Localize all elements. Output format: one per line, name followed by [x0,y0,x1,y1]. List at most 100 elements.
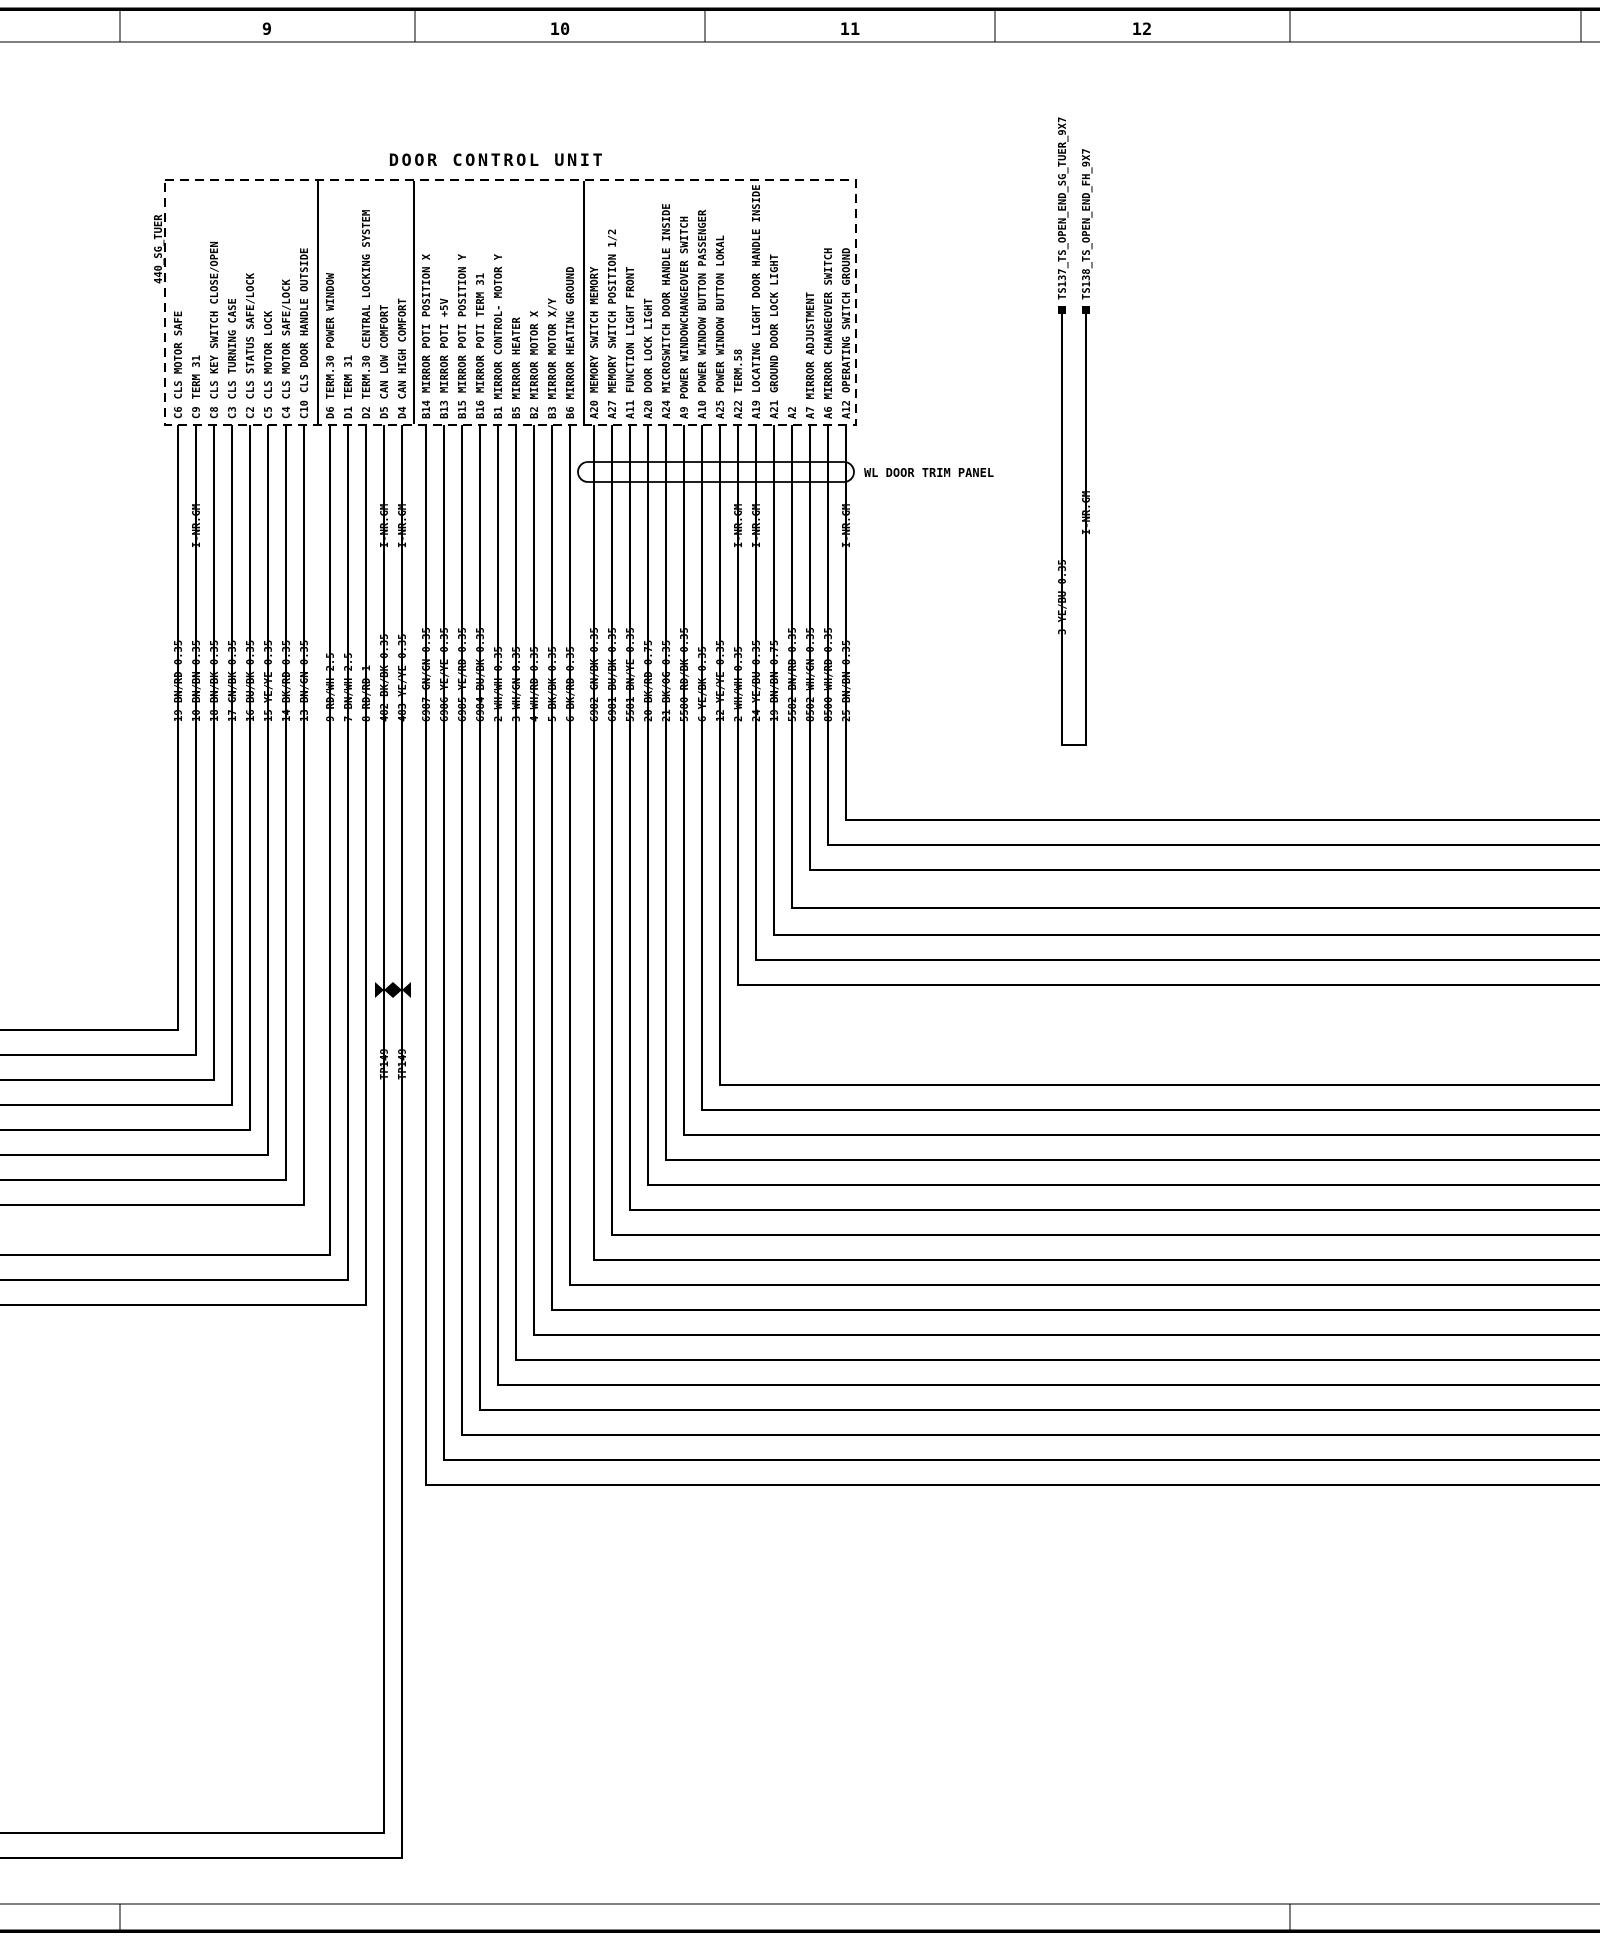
wire-d1-9 [0,425,349,1281]
pin-label: B1MIRROR CONTROL- MOTOR Y [493,253,505,419]
pin-label: A21GROUND DOOR LOCK LIGHT [769,254,781,419]
wire-label: 6984 BU/BK 0.35 [475,627,487,722]
pin-group-a21-32: A21GROUND DOOR LOCK LIGHT 19 BN/BN 0.75 [769,254,1600,936]
ground-ref-label: I-NR.GM [191,504,203,548]
wire-a9-27 [683,425,1600,1136]
pin-label: B6MIRROR HEATING GROUND [565,267,577,419]
wire-a21-32 [773,425,1600,936]
wire-label: 21 BK/OG 0.35 [661,640,673,722]
wire-label: 16 BU/BK 0.35 [245,640,257,722]
pin-label: C5CLS MOTOR LOCK [263,310,275,419]
pin-label: A24MICROSWITCH DOOR HANDLE INSIDE [661,203,673,419]
open-end-wire-label: I-NR.GM [1081,491,1093,535]
pin-group-a11-24: A11FUNCTION LIGHT FRONT 5581 BN/YE 0.35 [625,267,1600,1211]
wire-a7-34 [809,425,1600,871]
wire-a27-23 [611,425,1600,1236]
dcu-box [164,179,857,426]
pin-label: A6MIRROR CHANGEOVER SWITCH [823,248,835,419]
pin-group-a24-26: A24MICROSWITCH DOOR HANDLE INSIDE 21 BK/O… [661,203,1600,1161]
wire-c9-1 [0,425,197,1056]
wire-label: 6 BK/RD 0.35 [565,646,577,722]
wire-c8-2 [0,425,215,1081]
pin-label: B2MIRROR MOTOR X [529,310,541,419]
pin-label: B15MIRROR POTI POSITION Y [457,253,469,419]
wire-b3-20 [551,425,1600,1311]
ground-ref-label: I-NR.GM [751,504,763,548]
wire-label: 15 YE/YE 0.35 [263,640,275,722]
pin-group-c10-7: C10CLS DOOR HANDLE OUTSIDE 13 BN/GN 0.35 [0,248,311,1206]
pin-label: A12OPERATING SWITCH GROUND [841,248,853,419]
pin-group-a25-29: A25POWER WINDOW BUTTON LOKAL 12 YE/YE 0.3… [715,235,1600,1086]
wire-label: 6987 GN/GN 0.35 [421,627,433,722]
pin-label: B16MIRROR POTI TERM 31 [475,273,487,419]
wire-b16-16 [479,425,1600,1411]
pin-label: A7MIRROR ADJUSTMENT [805,292,817,419]
wire-label: 6986 YE/YE 0.35 [439,627,451,722]
wire-label: 8 RD/RD 1 [361,665,373,722]
wire-label: 5 BK/BK 0.35 [547,646,559,722]
twisted-pair-label: TP149 [397,1048,409,1080]
pin-group-b13-14: B13MIRROR POTI +5V 6986 YE/YE 0.35 [439,298,1600,1461]
wire-d2-10 [0,425,367,1306]
pin-label: B13MIRROR POTI +5V [439,298,451,419]
pin-group-b15-15: B15MIRROR POTI POSITION Y 6985 YE/RD 0.35 [457,253,1600,1436]
pin-group-d4-12: D4CAN HIGH COMFORT 483 YE/YE 0.35 I-NR.GM T… [0,298,411,1859]
pin-label: A27MEMORY SWITCH POSITION 1/2 [607,229,619,419]
pin-label: A25POWER WINDOW BUTTON LOKAL [715,235,727,419]
pin-label: D2TERM.30 CENTRAL LOCKING SYSTEM [361,210,373,419]
pin-group-b16-16: B16MIRROR POTI TERM 31 6984 BU/BK 0.35 [475,273,1600,1411]
wire-b2-19 [533,425,1600,1336]
pin-group-a7-34: A7MIRROR ADJUSTMENT 8502 WH/GN 0.35 [805,292,1600,871]
pin-group-a10-28: A10POWER WINDOW BUTTON PASSENGER 6 YE/BK … [697,209,1600,1111]
open-end-terminal-label: TS138_TS_OPEN_END_FH_9X7 [1081,148,1093,300]
wire-label: 2 WH/WH 0.35 [493,646,505,722]
wire-label: 10 BN/BN 0.35 [191,640,203,722]
pin-label: A2 [787,406,799,419]
pin-group-a20-22: A20MEMORY SWITCH MEMORY 6982 GN/BK 0.35 [589,266,1600,1261]
wire-label: 8502 WH/GN 0.35 [805,627,817,722]
wire-label: 20 BK/RD 0.75 [643,640,655,722]
wire-c6-0 [0,425,179,1031]
open-end-terminal-label: TS137_TS_OPEN_END_SG_TUER_9X7 [1057,117,1069,300]
pin-group-b2-19: B2MIRROR MOTOR X 4 WH/RD 0.35 [529,310,1600,1336]
pin-label: A11FUNCTION LIGHT FRONT [625,267,637,419]
pin-group-b3-20: B3MIRROR MOTOR X/Y 5 BK/BK 0.35 [547,298,1600,1311]
pin-label: C8CLS KEY SWITCH CLOSE/OPEN [209,241,221,419]
wire-label: 18 BN/BK 0.35 [209,640,221,722]
pin-label: C9TERM 31 [191,355,203,419]
wire-label: 483 YE/YE 0.35 [397,633,409,722]
pin-group-d1-9: D1TERM 31 7 BN/WH 2.5 [0,355,355,1281]
twisted-pair-icon [393,982,411,998]
wire-label: 482 BK/BK 0.35 [379,633,391,722]
pin-label: C6CLS MOTOR SAFE [173,311,185,419]
pin-label: C2CLS STATUS SAFE/LOCK [245,272,257,419]
wire-label: 5582 BN/RD 0.35 [787,627,799,722]
pin-label: B3MIRROR MOTOR X/Y [547,298,559,419]
wire-b14-13 [425,425,1600,1486]
wire-a22-30 [737,425,1600,986]
wire-label: 5581 BN/YE 0.35 [625,627,637,722]
wire-label: 25 BN/BN 0.35 [841,640,853,722]
wire-b5-18 [515,425,1600,1361]
pin-label: B5MIRROR HEATER [511,316,523,419]
wire-label: 7 BN/WH 2.5 [343,652,355,722]
wire-a2-33 [791,425,1600,909]
open-end-1: TS138_TS_OPEN_END_FH_9X7 I-NR.GM [1081,148,1093,535]
wire-a6-35 [827,425,1600,846]
ruler-number-12: 12 [1132,20,1152,40]
trim-panel-label: WL DOOR TRIM PANEL [864,466,994,480]
wire-label: 6985 YE/RD 0.35 [457,627,469,722]
wire-a12-36 [845,425,1600,821]
dcu-id-label: 440_SG_TUER [153,214,165,284]
pin-label: A22TERM.58 [733,349,745,419]
wire-a10-28 [701,425,1600,1111]
pin-group-c9-1: C9TERM 31 10 BN/BN 0.35 I-NR.GM [0,355,203,1056]
open-end-wire-label: 3 YE/BU 0.35 [1057,559,1069,635]
ground-ref-label: I-NR.GM [733,504,745,548]
wire-label: 12 YE/YE 0.35 [715,640,727,722]
pin-group-a19-31: A19LOCATING LIGHT DOOR HANDLE INSIDE 24 Y… [751,184,1600,961]
wire-d6-8 [0,425,331,1256]
wire-a11-24 [629,425,1600,1211]
wires-layer: C6CLS MOTOR SAFE 19 BN/RD 0.35 C9TERM 31 10… [0,117,1600,1859]
wire-label: 19 BN/RD 0.35 [173,640,185,722]
